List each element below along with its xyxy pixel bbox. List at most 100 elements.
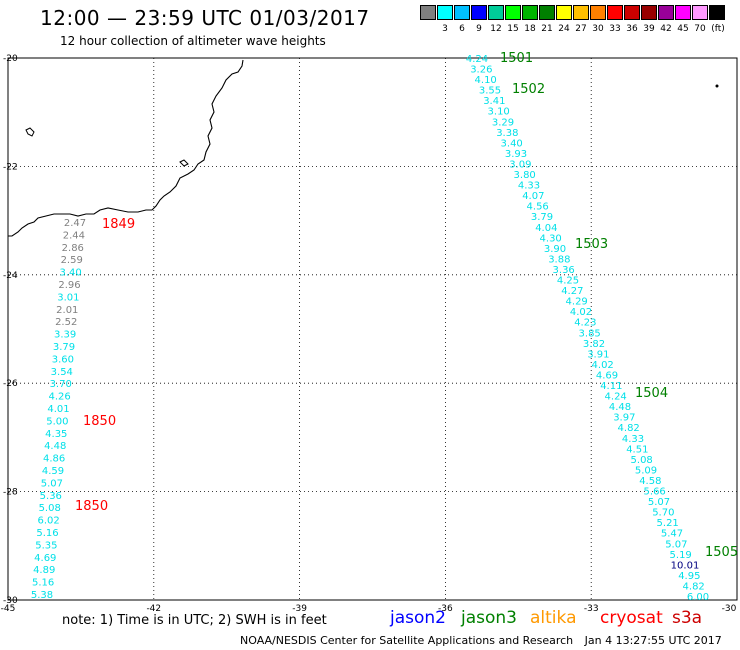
lat-tick-label: -22 xyxy=(3,162,18,172)
map-frame xyxy=(7,57,738,601)
wave-height-value: 3.79 xyxy=(531,212,553,223)
wave-height-value: 5.36 xyxy=(40,491,62,502)
wave-height-value: 3.93 xyxy=(505,149,527,160)
island-outline xyxy=(25,127,35,137)
wave-height-value: 3.26 xyxy=(470,65,492,76)
wave-height-value: 5.16 xyxy=(32,578,54,589)
wave-height-value: 3.70 xyxy=(50,379,72,390)
wave-height-value: 4.59 xyxy=(42,466,64,477)
legend-label: 9 xyxy=(476,24,482,34)
wave-height-value: 2.52 xyxy=(55,317,77,328)
legend-label: 12 xyxy=(490,24,502,34)
wave-height-value: 2.44 xyxy=(63,230,85,241)
wave-height-value: 4.10 xyxy=(475,75,497,86)
wave-height-value: 4.30 xyxy=(540,233,562,244)
legend-swatch xyxy=(454,5,470,20)
lon-tick-label: -30 xyxy=(722,604,737,614)
wave-height-value: 4.33 xyxy=(622,434,644,445)
wave-height-value: 4.23 xyxy=(574,318,596,329)
wave-height-value: 3.41 xyxy=(483,96,505,107)
pass-time-label: 1850 xyxy=(83,414,116,429)
island-dot xyxy=(715,84,719,88)
satellite-name: cryosat xyxy=(600,608,663,628)
satellite-name: altika xyxy=(530,608,577,628)
chart-title: 12:00 — 23:59 UTC 01/03/2017 xyxy=(40,6,370,30)
legend-swatch xyxy=(709,5,725,20)
wave-height-value: 3.60 xyxy=(52,354,74,365)
legend-swatch xyxy=(539,5,555,20)
pass-time-label: 1849 xyxy=(102,217,135,232)
wave-height-value: 3.01 xyxy=(57,292,79,303)
legend-swatch xyxy=(590,5,606,20)
wave-height-value: 3.97 xyxy=(613,413,635,424)
wave-height-value: 4.33 xyxy=(518,181,540,192)
legend-swatch xyxy=(658,5,674,20)
wave-height-value: 2.96 xyxy=(58,280,80,291)
pass-time-label: 1504 xyxy=(635,386,668,401)
wave-height-value: 5.07 xyxy=(648,497,670,508)
wave-height-value: 4.82 xyxy=(618,423,640,434)
wave-height-value: 3.55 xyxy=(479,86,501,97)
legend-label: 42 xyxy=(660,24,672,34)
wave-height-value: 4.69 xyxy=(596,370,618,381)
chart-subtitle: 12 hour collection of altimeter wave hei… xyxy=(60,34,326,48)
legend-label: 27 xyxy=(575,24,587,34)
wave-height-value: 5.66 xyxy=(644,487,666,498)
wave-height-value: 5.47 xyxy=(661,529,683,540)
wave-height-value: 4.35 xyxy=(45,429,67,440)
wave-height-value: 4.48 xyxy=(44,441,66,452)
wave-height-value: 3.38 xyxy=(496,128,518,139)
wave-height-value: 2.47 xyxy=(64,218,86,229)
wave-height-value: 4.24 xyxy=(605,392,627,403)
wave-height-value: 3.39 xyxy=(54,330,76,341)
wave-height-value: 4.27 xyxy=(561,286,583,297)
wave-height-value: 4.51 xyxy=(626,444,648,455)
wave-height-value: 3.91 xyxy=(587,349,609,360)
legend-label: 6 xyxy=(459,24,465,34)
wave-height-value: 4.07 xyxy=(522,191,544,202)
wave-height-value: 4.58 xyxy=(639,476,661,487)
wave-height-value: 3.40 xyxy=(501,138,523,149)
wave-height-value: 4.56 xyxy=(527,202,549,213)
pass-time-label: 1503 xyxy=(575,237,608,252)
coastline xyxy=(8,59,244,237)
wave-height-value: 4.24 xyxy=(466,54,488,65)
wave-height-value: 3.54 xyxy=(51,367,73,378)
lat-tick-label: -30 xyxy=(3,596,18,606)
legend-swatch xyxy=(437,5,453,20)
footer-timestamp: Jan 4 13:27:55 UTC 2017 xyxy=(584,634,722,647)
island-outline xyxy=(179,159,189,167)
legend-label: 24 xyxy=(558,24,570,34)
note-text: note: 1) Time is in UTC; 2) SWH is in fe… xyxy=(62,613,327,628)
legend-swatch xyxy=(556,5,572,20)
lon-tick-label: -39 xyxy=(292,604,307,614)
wave-height-value: 5.09 xyxy=(635,465,657,476)
legend-swatch xyxy=(607,5,623,20)
wave-height-value: 5.08 xyxy=(39,503,61,514)
legend-label: 33 xyxy=(609,24,621,34)
legend-label: 21 xyxy=(541,24,553,34)
wave-height-value: 3.88 xyxy=(548,254,570,265)
legend-label: 15 xyxy=(507,24,519,34)
wave-height-value: 4.86 xyxy=(43,454,65,465)
satellite-name: jason2 xyxy=(390,608,446,628)
wave-height-value: 4.82 xyxy=(683,581,705,592)
legend-swatch xyxy=(522,5,538,20)
wave-height-value: 4.25 xyxy=(557,276,579,287)
lon-tick-label: -33 xyxy=(584,604,599,614)
wave-height-value: 5.08 xyxy=(631,455,653,466)
pass-time-label: 1502 xyxy=(512,82,545,97)
wave-height-value: 4.01 xyxy=(47,404,69,415)
wave-height-value: 4.02 xyxy=(592,360,614,371)
wave-height-value: 5.21 xyxy=(657,518,679,529)
wave-height-value: 10.01 xyxy=(671,560,700,571)
wave-height-value: 3.80 xyxy=(514,170,536,181)
wave-height-value: 6.00 xyxy=(687,592,709,603)
wave-height-value: 4.69 xyxy=(34,553,56,564)
wave-height-value: 3.85 xyxy=(579,328,601,339)
legend-swatch xyxy=(573,5,589,20)
wave-height-value: 5.35 xyxy=(35,540,57,551)
lon-tick-label: -36 xyxy=(438,604,453,614)
legend-swatch xyxy=(505,5,521,20)
